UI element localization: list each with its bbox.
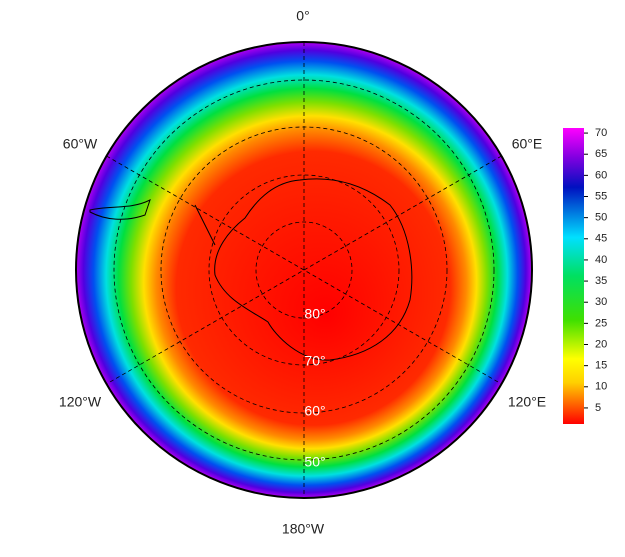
meridian <box>106 155 502 385</box>
latitude-label: 60° <box>304 403 325 419</box>
colorbar-tick-label: 25 <box>595 317 607 329</box>
colorbar-tick-label: 65 <box>595 148 607 160</box>
antarctica-coastline <box>194 178 413 361</box>
colorbar-tick-label: 20 <box>595 338 607 350</box>
colorbar-tick-label: 10 <box>595 381 607 393</box>
map-field <box>75 41 533 499</box>
longitude-label: 60°E <box>512 136 543 152</box>
latitude-circle <box>113 79 495 461</box>
colorbar-tick-label: 40 <box>595 254 607 266</box>
colorbar-tick-label: 30 <box>595 296 607 308</box>
map-border <box>75 41 533 499</box>
latitude-label: 70° <box>304 353 325 369</box>
colorbar-tick-label: 5 <box>595 402 601 414</box>
longitude-label: 120°W <box>59 394 102 410</box>
latitude-label: 80° <box>304 306 325 322</box>
latitude-label: 50° <box>304 454 325 470</box>
longitude-label: 60°W <box>63 136 98 152</box>
longitude-label: 180°W <box>282 521 325 537</box>
colorbar-tick-label: 60 <box>595 169 607 181</box>
colorbar-tick-label: 55 <box>595 190 607 202</box>
meridian <box>106 155 502 385</box>
colorbar-tick-label: 70 <box>595 127 607 139</box>
latitude-circle <box>255 221 353 319</box>
colorbar-tick-label: 50 <box>595 212 607 224</box>
longitude-label: 120°E <box>508 394 546 410</box>
colorbar-tick-label: 45 <box>595 233 607 245</box>
colorbar <box>563 128 584 424</box>
south-america-coastline <box>89 199 151 220</box>
colorbar-tick-label: 35 <box>595 275 607 287</box>
longitude-label: 0° <box>296 8 309 24</box>
colorbar-tick-label: 15 <box>595 360 607 372</box>
